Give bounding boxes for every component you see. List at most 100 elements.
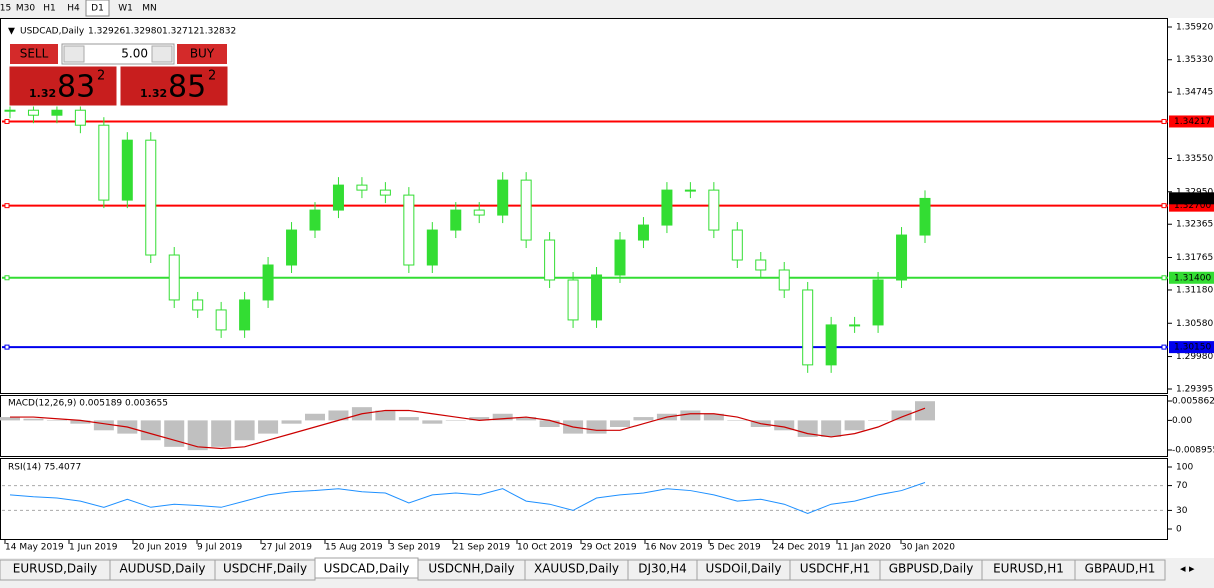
candle-body: [802, 289, 814, 366]
tab-label: DJ30,H4: [638, 562, 687, 576]
macd-bar: [727, 420, 748, 421]
toolbar: [0, 0, 1214, 18]
level-handle: [4, 203, 10, 209]
level-handle: [4, 275, 10, 281]
timeframe-button[interactable]: [38, 0, 61, 16]
ohlc-value: 1.32926: [88, 27, 125, 37]
macd-bar: [23, 418, 44, 421]
candle-body: [684, 189, 696, 192]
date-label: 16 Nov 2019: [645, 543, 703, 553]
date-label: 15 Aug 2019: [325, 543, 383, 553]
tab-label: AUDUSD,Daily: [119, 562, 205, 576]
candle-body: [591, 274, 603, 321]
candle-body: [215, 309, 227, 331]
current-price-label: 1.32832: [1174, 194, 1211, 204]
candle-body: [403, 194, 415, 266]
candle-body: [145, 139, 157, 256]
macd-bar: [258, 420, 279, 434]
candle-body: [614, 239, 626, 276]
sell-button[interactable]: [10, 44, 58, 64]
candle-body: [755, 259, 767, 271]
macd-bar: [703, 413, 724, 421]
macd-bar: [234, 420, 255, 441]
candle-body: [872, 279, 884, 326]
candle-body: [520, 179, 532, 241]
timeframe-label: H4: [67, 4, 80, 14]
candle-body: [51, 109, 63, 116]
timeframe-label: W1: [118, 4, 133, 14]
candle-body: [778, 269, 790, 291]
tab-label: XAUUSD,Daily: [534, 562, 619, 576]
macd-axis-label: -0.008955: [1172, 446, 1214, 456]
timeframe-button[interactable]: [138, 0, 161, 16]
macd-bar: [375, 410, 396, 421]
macd-bar: [398, 417, 419, 421]
timeframe-button[interactable]: [62, 0, 85, 16]
date-label: 21 Sep 2019: [453, 543, 510, 553]
candle-body: [4, 109, 16, 112]
candle-body: [919, 197, 931, 236]
lot-down[interactable]: [63, 45, 85, 63]
macd-bar: [868, 420, 889, 421]
candle-body: [426, 229, 438, 266]
lot-field[interactable]: [61, 43, 175, 65]
level-price-label: 1.31400: [1174, 273, 1211, 283]
rsi-axis-label: 100: [1176, 463, 1193, 473]
candle-body: [332, 184, 344, 211]
candle-body: [98, 124, 110, 201]
price-fraction: 2: [208, 69, 216, 84]
candle-body: [262, 264, 274, 301]
timeframe-button[interactable]: [85, 0, 110, 17]
macd-axis-label: 0.00: [1172, 416, 1192, 426]
timeframe-label: D1: [91, 4, 104, 14]
chart-window: [0, 18, 1214, 558]
candle-body: [637, 224, 649, 241]
timeframe-button[interactable]: [0, 0, 17, 16]
symbol-label: USDCAD,Daily: [20, 27, 85, 37]
tab-scroll[interactable]: ◂ ▸: [1180, 562, 1195, 575]
macd-bar: [0, 417, 20, 421]
candle-body: [849, 324, 861, 327]
candle-body: [731, 229, 743, 261]
buy-button[interactable]: [177, 44, 227, 64]
price-label: 1.29980: [1176, 352, 1213, 362]
level-handle: [1161, 275, 1167, 281]
macd-bar: [516, 417, 537, 421]
timeframe-button[interactable]: [114, 0, 137, 16]
timeframe-label: H1: [43, 4, 56, 14]
macd-bar: [915, 401, 935, 421]
tab-label: GBPAUD,H1: [1085, 562, 1156, 576]
chart-tab[interactable]: [1074, 559, 1166, 581]
date-label: 10 Oct 2019: [517, 543, 573, 553]
macd-axis-label: 0.005862: [1172, 397, 1214, 407]
level-handle: [4, 344, 10, 350]
candle-body: [661, 189, 673, 226]
date-label: 29 Oct 2019: [581, 543, 637, 553]
symbol-marker: ▼: [8, 27, 15, 37]
ohlc-value: 1.32832: [199, 27, 236, 37]
price-button[interactable]: [119, 65, 229, 107]
macd-bar: [680, 410, 701, 421]
lot-up[interactable]: [151, 45, 173, 63]
macd-bar: [445, 420, 466, 421]
price-big: 1.32: [140, 87, 167, 100]
lot-value: 5.00: [121, 47, 148, 61]
macd-signal: [10, 407, 926, 450]
macd-bar: [610, 420, 630, 427]
timeframe-button[interactable]: [14, 0, 37, 16]
macd-bar: [586, 420, 607, 434]
level-price-label: 1.34217: [1174, 117, 1211, 127]
timeframe-label: MN: [142, 4, 157, 14]
rsi-line: [9, 482, 926, 515]
level-price-label: 1.32700: [1174, 201, 1211, 211]
tab-label: USDCAD,Daily: [324, 562, 410, 576]
candle-body: [896, 234, 908, 281]
price-label: 1.34745: [1176, 88, 1213, 98]
candle-body: [708, 189, 720, 231]
price-pips: 83: [57, 70, 95, 105]
macd-label: MACD(12,26,9) 0.005189 0.003655: [8, 399, 168, 409]
date-label: 3 Sep 2019: [389, 543, 441, 553]
ohlc-value: 1.32980: [125, 27, 162, 37]
price-button[interactable]: [8, 65, 118, 107]
